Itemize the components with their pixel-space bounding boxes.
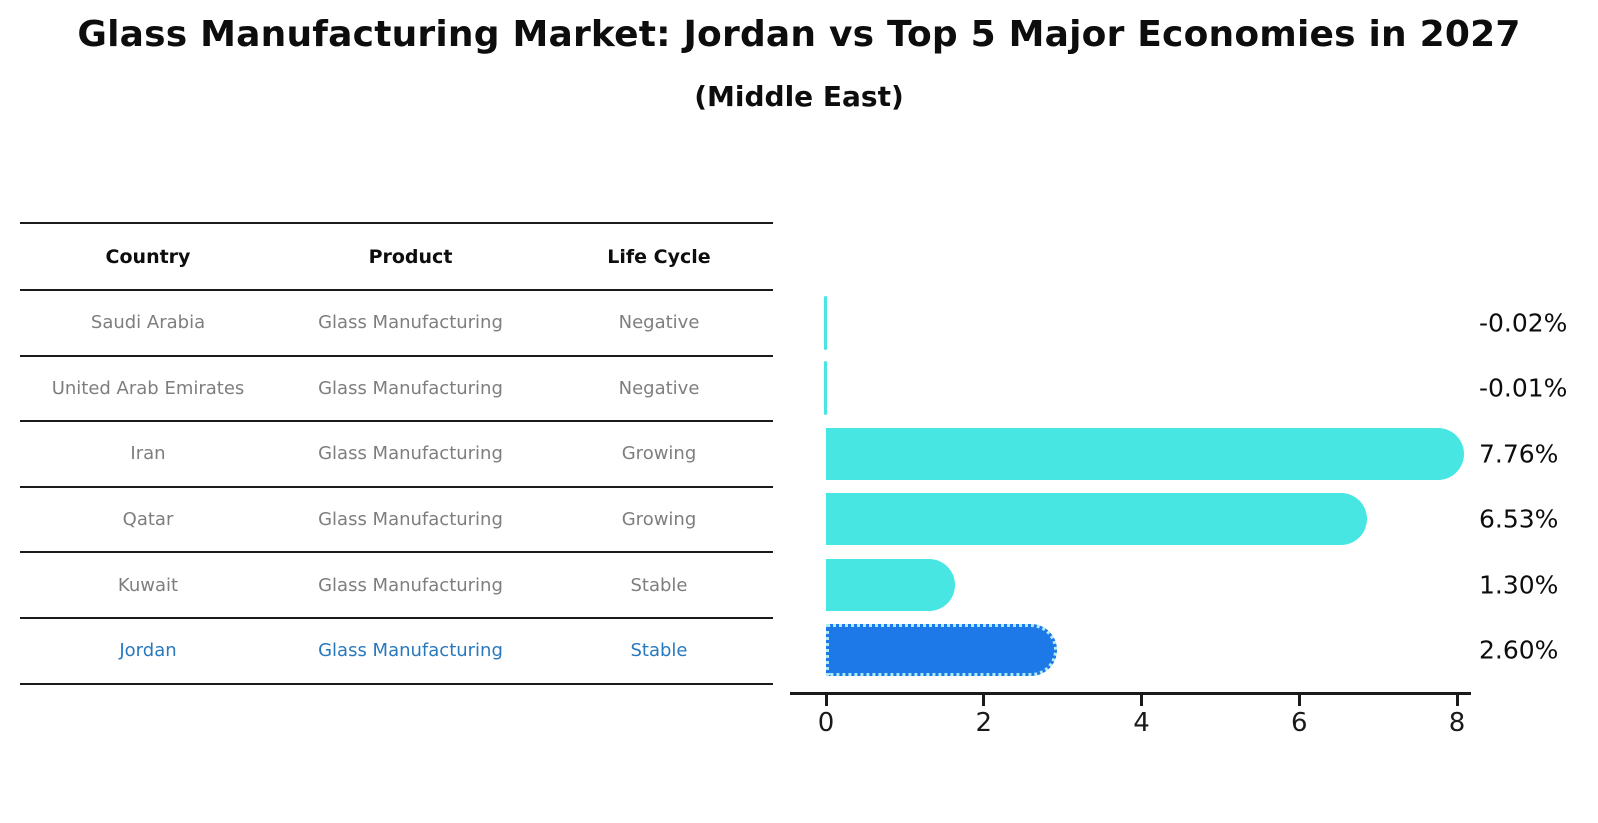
cell-product: Glass Manufacturing bbox=[318, 574, 503, 596]
column-header-life-cycle: Life Cycle bbox=[607, 245, 711, 268]
table-row-united-arab-emirates: United Arab Emirates Glass Manufacturing… bbox=[20, 357, 773, 423]
tick-label: 8 bbox=[1448, 708, 1466, 738]
cell-product: Glass Manufacturing bbox=[318, 377, 503, 399]
table-row-jordan: Jordan Glass Manufacturing Stable bbox=[20, 619, 773, 685]
value-label-united-arab-emirates: -0.01% bbox=[1479, 373, 1568, 403]
cell-country: Iran bbox=[130, 443, 166, 465]
cell-country: Kuwait bbox=[117, 574, 179, 596]
column-header-country: Country bbox=[105, 245, 191, 268]
cell-life-cycle: Negative bbox=[618, 377, 700, 399]
chart-title: Glass Manufacturing Market: Jordan vs To… bbox=[77, 14, 1521, 55]
table-row-qatar: Qatar Glass Manufacturing Growing bbox=[20, 488, 773, 554]
cell-product: Glass Manufacturing bbox=[318, 443, 503, 465]
tick-label: 2 bbox=[975, 708, 993, 738]
bar-united-arab-emirates bbox=[824, 361, 827, 416]
value-label-jordan: 2.60% bbox=[1479, 635, 1559, 665]
value-label-qatar: 6.53% bbox=[1479, 504, 1559, 534]
cell-life-cycle: Growing bbox=[621, 509, 697, 531]
table-row-kuwait: Kuwait Glass Manufacturing Stable bbox=[20, 553, 773, 619]
tick-mark bbox=[982, 695, 986, 706]
table-row-saudi-arabia: Saudi Arabia Glass Manufacturing Negativ… bbox=[20, 291, 773, 357]
chart-subtitle: (Middle East) bbox=[694, 80, 904, 113]
cell-life-cycle: Growing bbox=[621, 443, 697, 465]
cell-country: Saudi Arabia bbox=[90, 312, 206, 334]
country-table: Country Product Life Cycle Saudi Arabia … bbox=[20, 222, 773, 685]
cell-product: Glass Manufacturing bbox=[318, 312, 503, 334]
tick-mark bbox=[1140, 695, 1143, 706]
cell-country: Qatar bbox=[122, 509, 174, 531]
cell-product: Glass Manufacturing bbox=[318, 509, 503, 531]
bar-jordan bbox=[826, 624, 1058, 676]
bar-qatar bbox=[826, 493, 1368, 546]
value-label-kuwait: 1.30% bbox=[1479, 570, 1559, 600]
bar-iran bbox=[826, 427, 1465, 480]
table-row-iran: Iran Glass Manufacturing Growing bbox=[20, 422, 773, 488]
x-axis-line bbox=[790, 692, 1471, 695]
cell-country: Jordan bbox=[119, 640, 177, 662]
cell-country: United Arab Emirates bbox=[51, 377, 245, 399]
tick-label: 0 bbox=[817, 708, 835, 738]
cell-life-cycle: Negative bbox=[618, 312, 700, 334]
column-header-product: Product bbox=[368, 245, 453, 268]
bar-kuwait bbox=[826, 558, 955, 611]
tick-mark bbox=[1455, 695, 1459, 706]
tick-label: 6 bbox=[1290, 708, 1308, 738]
value-label-saudi-arabia: -0.02% bbox=[1479, 308, 1568, 338]
table-header-row: Country Product Life Cycle bbox=[20, 224, 773, 291]
cell-life-cycle: Stable bbox=[630, 640, 688, 662]
tick-mark bbox=[824, 695, 828, 706]
bar-saudi-arabia bbox=[824, 296, 827, 350]
tick-mark bbox=[1297, 695, 1301, 706]
cell-life-cycle: Stable bbox=[630, 574, 688, 596]
tick-label: 4 bbox=[1133, 708, 1150, 738]
value-label-iran: 7.76% bbox=[1479, 439, 1559, 469]
cell-product: Glass Manufacturing bbox=[318, 640, 503, 662]
